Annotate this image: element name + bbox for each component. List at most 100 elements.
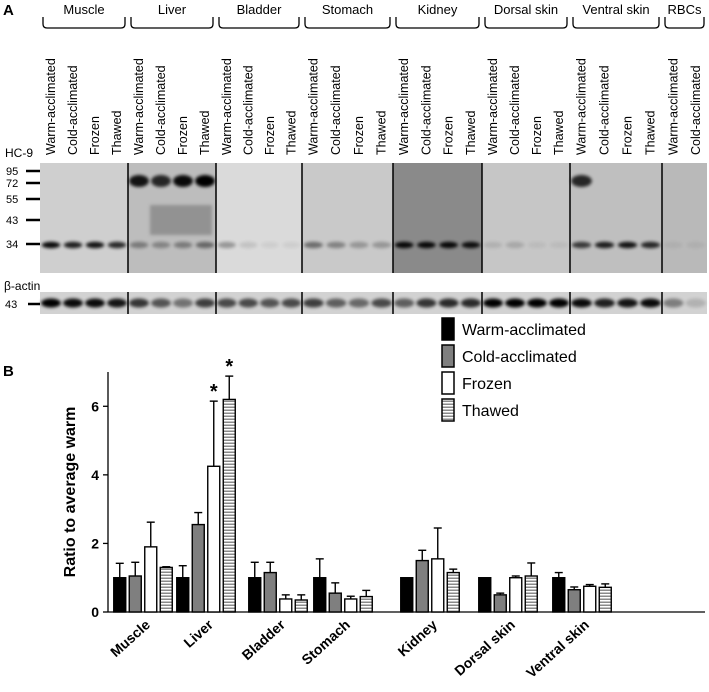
hc9-band-72 (195, 175, 215, 187)
legend-label: Warm-acclimated (462, 322, 586, 339)
lane-label: Frozen (442, 116, 456, 155)
lane-label: Thawed (375, 110, 389, 155)
actin-blot (40, 292, 707, 314)
hc9-band-34 (417, 241, 436, 249)
x-tick-label: Dorsal skin (451, 616, 518, 678)
lane-label: Cold-acclimated (329, 65, 343, 155)
hc9-bands (41, 175, 706, 249)
actin-band (107, 298, 127, 308)
actin-band (617, 298, 638, 308)
lane-label: Cold-acclimated (241, 65, 255, 155)
tissue-bracket (664, 17, 705, 29)
lane-label: Thawed (110, 110, 124, 155)
hc9-band-34 (303, 241, 323, 249)
bar-frozen (583, 585, 597, 613)
actin-marker-43: 43 (5, 299, 17, 311)
tissue-bracket (130, 17, 214, 29)
hc9-band-34 (349, 241, 369, 249)
legend-swatch-warm-acclimated (441, 317, 455, 341)
hc9-band-72 (173, 175, 193, 187)
tissue-header: Ventral skin (582, 2, 649, 17)
marker-43: 43 (6, 215, 18, 227)
bar-thawed (222, 398, 236, 613)
bar-frozen (279, 598, 293, 613)
hc9-band-34 (483, 241, 503, 249)
actin-band (483, 298, 503, 308)
actin-band (217, 298, 237, 308)
hc9-band-34 (549, 241, 569, 249)
actin-band (505, 298, 525, 308)
actin-band (85, 298, 105, 308)
tissue-bracket (218, 17, 300, 29)
hc9-blot (40, 163, 707, 273)
chart-legend: Warm-acclimated Cold-acclimated Frozen Thaw… (441, 317, 586, 422)
lane-dividers (127, 292, 663, 314)
lane-label: Warm-acclimated (397, 58, 411, 155)
actin-band (549, 298, 569, 308)
lane-label: Thawed (198, 110, 212, 155)
legend-label: Cold-acclimated (462, 349, 577, 366)
significance-asterisk: * (210, 381, 218, 403)
bar-cold-acclimated (263, 571, 277, 613)
bar-warm-acclimated (248, 577, 262, 613)
actin-band (129, 298, 149, 308)
actin-band (394, 298, 415, 308)
actin-band (438, 298, 459, 308)
hc9-band-34 (571, 241, 592, 249)
lane-label: Thawed (552, 110, 566, 155)
actin-band (195, 298, 215, 308)
hc9-band-34 (617, 241, 638, 249)
x-tick-label: Liver (180, 616, 216, 651)
tissue-bracket (572, 17, 660, 29)
significance-asterisk: * (225, 356, 233, 378)
hc9-band-34 (151, 241, 171, 249)
tissue-header: Liver (158, 2, 187, 17)
hc9-band-34 (41, 241, 61, 249)
actin-band (260, 298, 280, 308)
hc9-label: HC-9 (5, 146, 33, 160)
panel-a-label: A (3, 2, 14, 19)
lane-label: Frozen (621, 116, 635, 155)
hc9-band-34 (505, 241, 525, 249)
hc9-band-34 (439, 241, 458, 249)
lane-label: Cold-acclimated (66, 65, 80, 155)
hc9-band-34 (686, 241, 706, 249)
lane-label: Cold-acclimated (419, 65, 433, 155)
hc9-band-34 (63, 241, 83, 249)
tissue-bracket (304, 17, 391, 29)
liver-smear (150, 205, 212, 235)
hc9-band-72 (571, 175, 592, 187)
bar-warm-acclimated (552, 577, 566, 613)
hc9-band-34 (326, 241, 346, 249)
hc9-band-34 (107, 241, 127, 249)
x-tick-label: Stomach (298, 616, 353, 667)
bar-thawed (294, 599, 308, 613)
bar-frozen (431, 558, 445, 613)
x-tick-label: Muscle (107, 616, 153, 660)
lane-label: Cold-acclimated (508, 65, 522, 155)
tissue-header: Muscle (63, 2, 104, 17)
actin-band (348, 298, 370, 308)
actin-label: β-actin (4, 279, 40, 293)
bar-cold-acclimated (415, 559, 429, 613)
actin-band (41, 298, 61, 308)
hc9-band-34 (260, 241, 279, 249)
hc9-band-34 (282, 241, 301, 249)
actin-band (371, 298, 392, 308)
marker-95: 95 (6, 166, 18, 178)
tissue-header: Kidney (418, 2, 458, 17)
tissue-header: RBCs (668, 2, 702, 17)
hc9-band-34 (461, 241, 481, 249)
tissue-bracket (42, 17, 126, 29)
tissue-header: Bladder (237, 2, 282, 17)
marker-55: 55 (6, 194, 18, 206)
bar-warm-acclimated (313, 577, 327, 613)
legend-label: Frozen (462, 376, 512, 393)
lane-label: Thawed (464, 110, 478, 155)
lane-label: Frozen (263, 116, 277, 155)
legend-swatch-frozen (441, 371, 455, 395)
lane-label: Cold-acclimated (689, 65, 703, 155)
bar-thawed (446, 571, 460, 613)
